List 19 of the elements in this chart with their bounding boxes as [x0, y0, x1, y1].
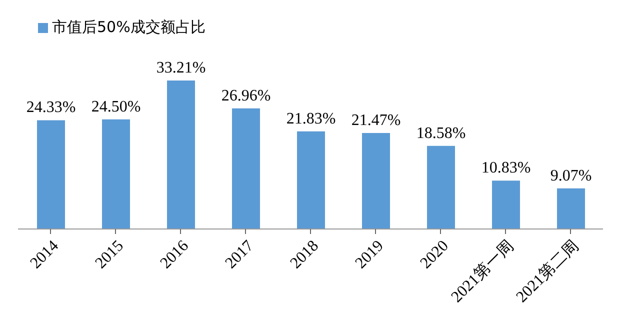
bar	[427, 146, 455, 229]
bar	[102, 119, 130, 229]
bar	[232, 108, 260, 229]
bar	[167, 80, 195, 229]
bar	[362, 132, 390, 229]
data-label: 33.21%	[156, 59, 206, 76]
bar	[492, 180, 520, 229]
data-label: 24.50%	[91, 98, 141, 116]
data-label: 24.33%	[26, 99, 76, 116]
data-label: 21.47%	[351, 112, 401, 129]
bar	[37, 120, 65, 229]
data-label: 18.58%	[416, 124, 466, 142]
data-label: 9.07%	[550, 167, 592, 184]
bar	[297, 131, 325, 229]
data-label: 26.96%	[221, 87, 271, 104]
data-label: 10.83%	[481, 160, 531, 177]
bar	[557, 188, 585, 229]
data-label: 21.83%	[286, 110, 336, 128]
legend-label: 市值后50%成交额占比	[52, 18, 206, 36]
